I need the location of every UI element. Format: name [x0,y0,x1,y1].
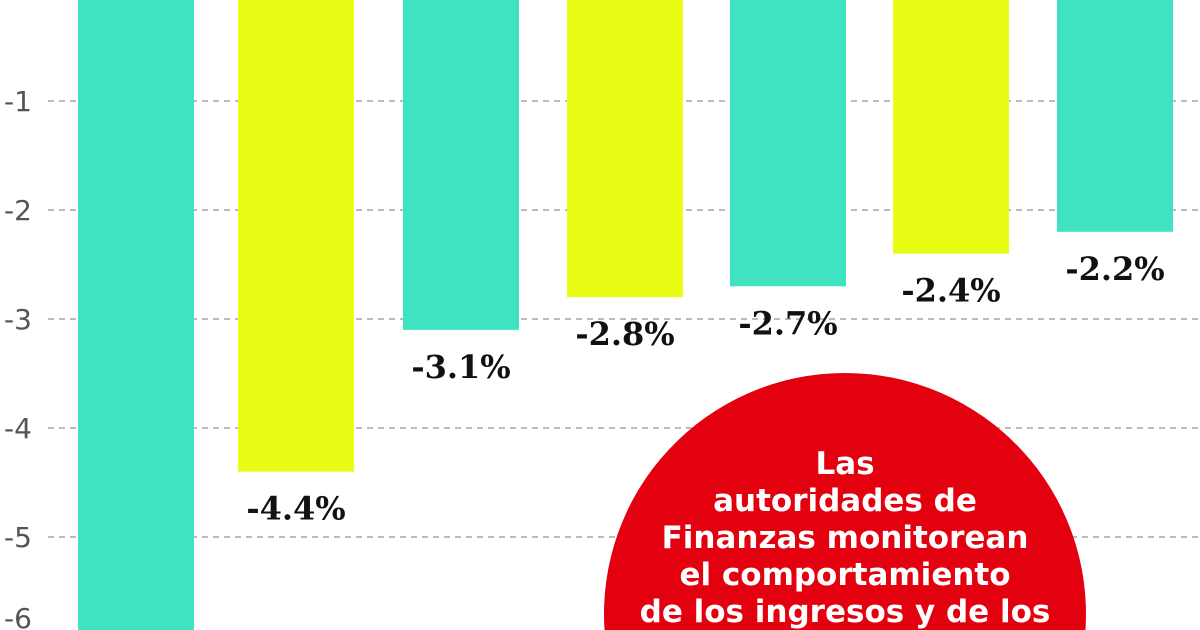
callout-text-line: de los ingresos y de los [640,594,1051,630]
bar [893,0,1009,254]
y-tick-label: -2 [4,194,32,227]
callout-text-line: Finanzas monitorean [662,520,1029,556]
bar [78,0,194,630]
data-label: -2.7% [738,304,837,342]
callout-text-line: autoridades de [713,483,977,519]
y-tick-label: -4 [4,412,32,445]
bar [730,0,846,287]
bar [567,0,683,298]
data-label: -2.4% [901,272,1000,310]
data-label: -2.2% [1065,250,1164,288]
y-tick-label: -1 [4,85,32,118]
y-tick-label: -3 [4,303,32,336]
data-label: -2.8% [575,315,674,353]
callout-text-line: Las [815,446,874,482]
y-tick-label: -6 [4,602,32,630]
data-label: -3.1% [411,348,510,386]
callout-text-line: el comportamiento [679,557,1010,593]
bar [403,0,519,330]
bar [1057,0,1173,232]
bar [238,0,354,472]
callout-background [604,373,1086,630]
data-label: -4.4% [246,490,345,528]
y-tick-label: -5 [4,521,32,554]
